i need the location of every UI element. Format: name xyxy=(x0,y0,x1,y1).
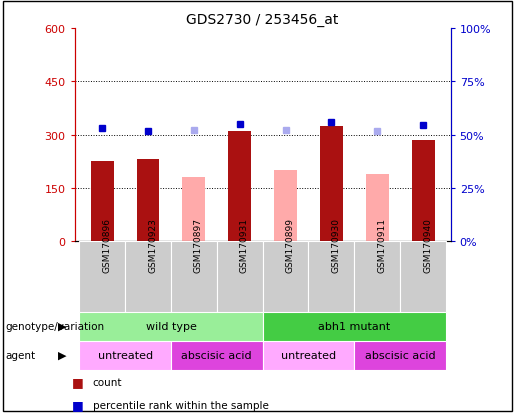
Bar xyxy=(228,132,251,242)
Text: ▶: ▶ xyxy=(58,321,67,331)
Text: ■: ■ xyxy=(72,398,84,411)
Bar xyxy=(182,178,205,242)
Bar xyxy=(171,242,217,312)
Text: ■: ■ xyxy=(72,375,84,389)
Bar xyxy=(217,242,263,312)
Bar xyxy=(136,160,160,242)
Title: GDS2730 / 253456_at: GDS2730 / 253456_at xyxy=(186,12,339,26)
Text: GSM170897: GSM170897 xyxy=(194,218,203,273)
Text: genotype/variation: genotype/variation xyxy=(5,321,104,331)
Bar xyxy=(263,312,446,341)
Text: agent: agent xyxy=(5,350,35,360)
Bar xyxy=(354,341,446,370)
Text: abscisic acid: abscisic acid xyxy=(365,350,436,360)
Bar xyxy=(366,174,389,242)
Bar xyxy=(320,126,343,242)
Bar xyxy=(400,242,446,312)
Text: untreated: untreated xyxy=(97,350,152,360)
Bar xyxy=(354,242,400,312)
Text: GSM170899: GSM170899 xyxy=(286,218,295,273)
Text: wild type: wild type xyxy=(146,321,196,331)
Text: GSM170940: GSM170940 xyxy=(423,218,432,273)
Text: GSM170931: GSM170931 xyxy=(239,218,249,273)
Text: untreated: untreated xyxy=(281,350,336,360)
Text: ▶: ▶ xyxy=(58,350,67,360)
Text: count: count xyxy=(93,377,122,387)
Bar xyxy=(79,341,171,370)
Bar xyxy=(125,242,171,312)
Bar xyxy=(274,171,297,242)
Text: GSM170896: GSM170896 xyxy=(102,218,111,273)
Bar xyxy=(308,242,354,312)
Text: GSM170923: GSM170923 xyxy=(148,218,157,273)
Text: percentile rank within the sample: percentile rank within the sample xyxy=(93,400,269,410)
Text: abscisic acid: abscisic acid xyxy=(181,350,252,360)
Text: GSM170930: GSM170930 xyxy=(332,218,340,273)
Bar xyxy=(263,242,308,312)
Bar xyxy=(411,140,435,242)
Text: abh1 mutant: abh1 mutant xyxy=(318,321,390,331)
Bar xyxy=(79,242,125,312)
Bar xyxy=(79,312,263,341)
Text: GSM170911: GSM170911 xyxy=(377,218,386,273)
Bar xyxy=(171,341,263,370)
Bar xyxy=(263,341,354,370)
Bar xyxy=(91,162,114,242)
